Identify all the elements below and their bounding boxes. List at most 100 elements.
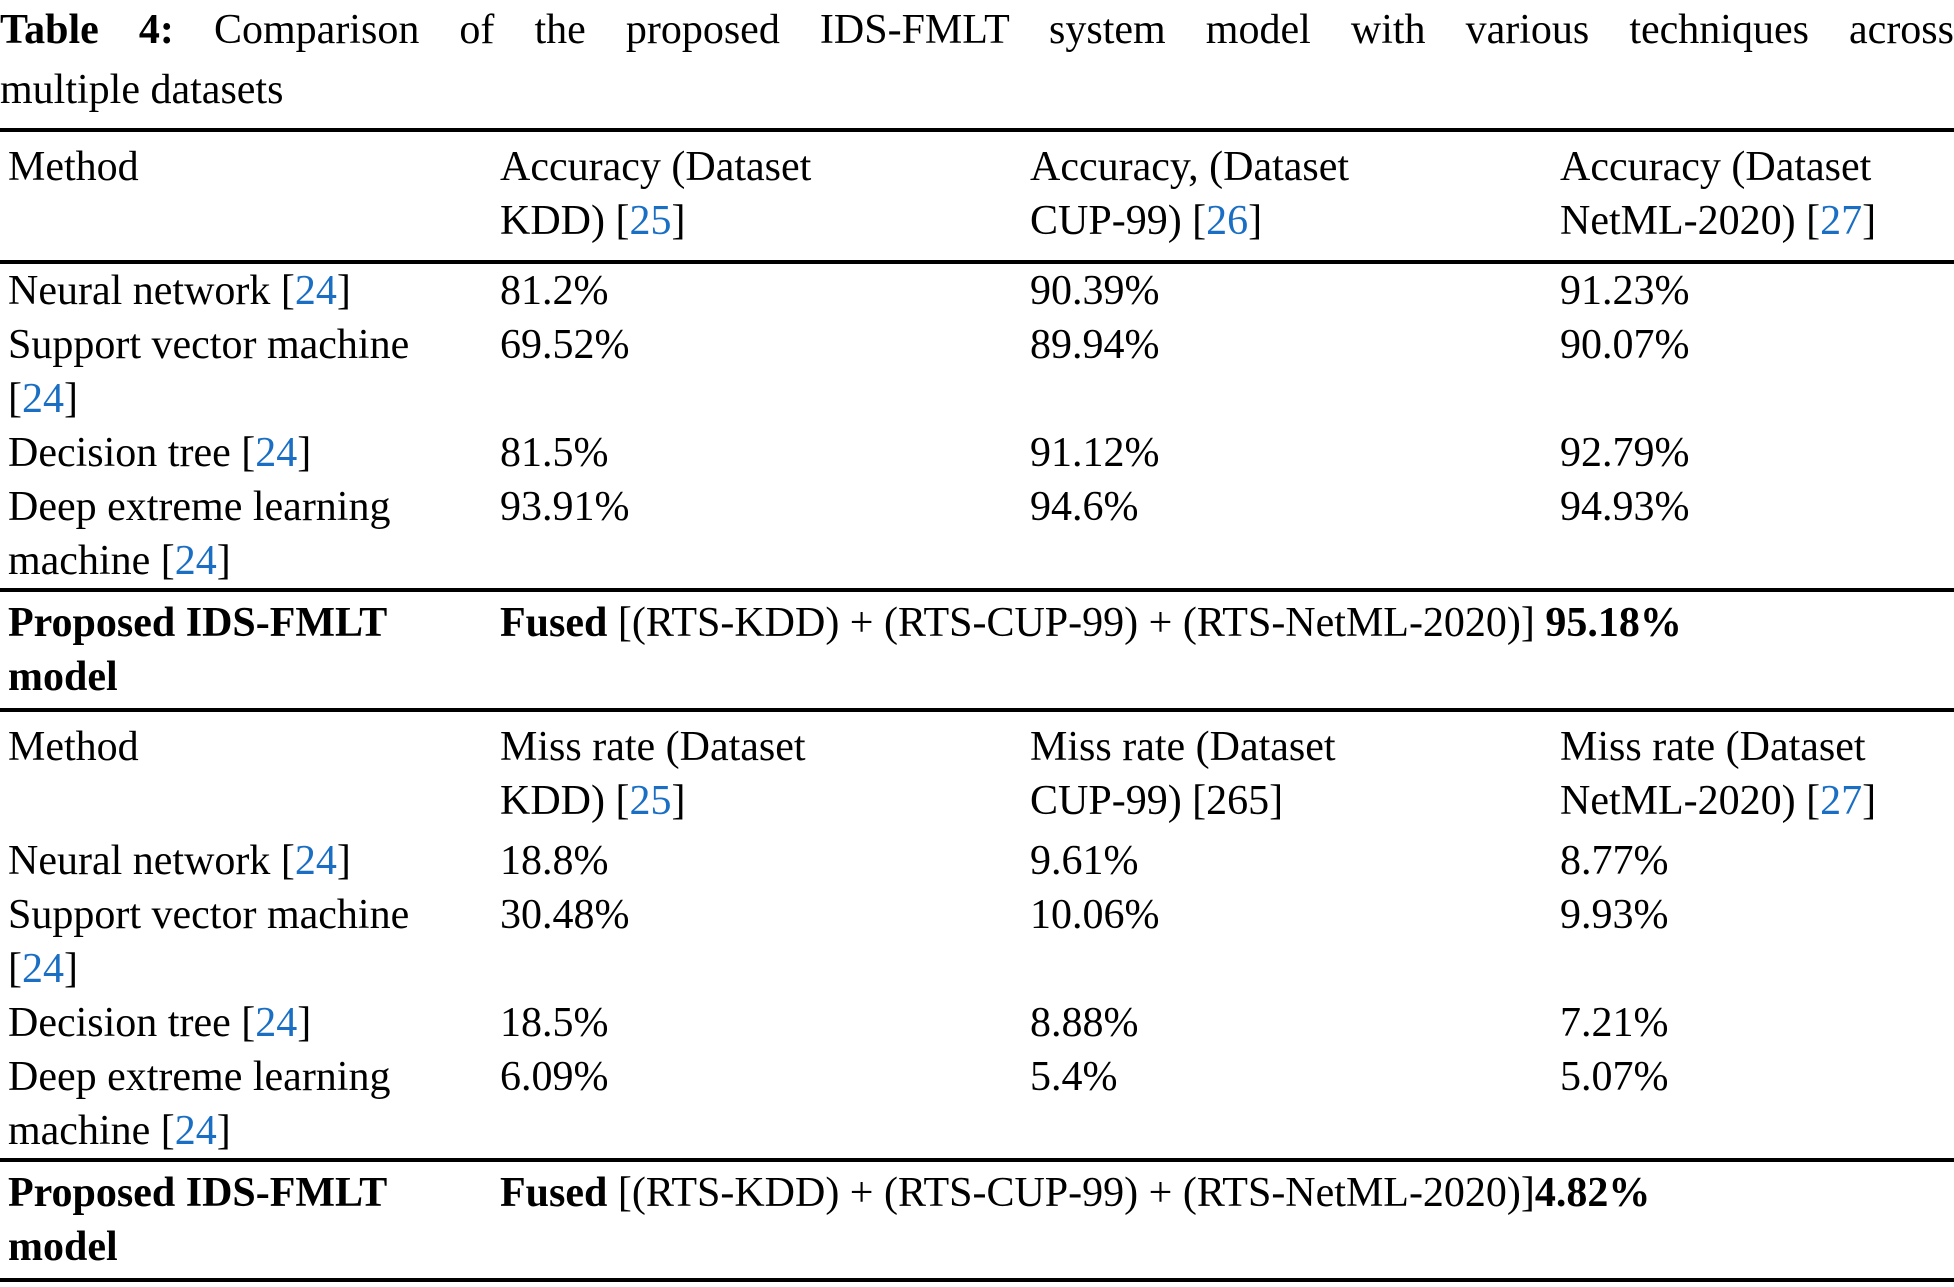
kdd-value-cell: 18.8% — [500, 838, 609, 884]
text-run: ] — [297, 430, 312, 476]
text-run: [ — [8, 376, 22, 422]
text-run: CUP-99) [ — [1030, 198, 1207, 244]
kdd-value-cell: 81.5% — [500, 430, 609, 476]
miss-rate-cup99-header-cell: Miss rate (Dataset CUP-99) [265] — [1030, 710, 1560, 834]
text-run: model — [8, 654, 118, 700]
text-run: Miss rate (Dataset — [1560, 724, 1866, 770]
text-run: Fused — [500, 600, 618, 646]
method-cell: Deep extreme learning machine [24] — [0, 480, 500, 590]
citation-link[interactable]: 24 — [255, 1000, 298, 1046]
citation-link[interactable]: 25 — [629, 778, 672, 824]
table-row: Decision tree [24] 81.5% 91.12% 92.79% — [0, 426, 1954, 480]
proposed-row: Proposed IDS-FMLT model Fused [(RTS-KDD) … — [0, 590, 1954, 710]
text-run: Fused — [500, 1170, 618, 1216]
proposed-method-cell: Proposed IDS-FMLT model — [0, 590, 500, 710]
kdd-value-cell: 18.5% — [500, 1000, 609, 1046]
citation-link[interactable]: 24 — [294, 268, 337, 314]
citation-link[interactable]: 27 — [1820, 778, 1863, 824]
text-run: ] — [671, 198, 686, 244]
table-row: Neural network [24] 81.2% 90.39% 91.23% — [0, 262, 1954, 318]
text-run: Decision tree [ — [8, 1000, 256, 1046]
text-run: Proposed IDS-FMLT — [8, 1170, 388, 1216]
proposed-fused-value-cell: Fused [(RTS-KDD) + (RTS-CUP-99) + (RTS-N… — [500, 590, 1954, 710]
netml-value-cell: 5.07% — [1560, 1054, 1669, 1100]
citation-link[interactable]: 24 — [174, 538, 217, 584]
text-run: [ — [8, 946, 22, 992]
netml-value-cell: 7.21% — [1560, 1000, 1669, 1046]
text-run: Proposed IDS-FMLT — [8, 600, 388, 646]
method-header-cell: Method — [8, 724, 139, 770]
citation-link[interactable]: 27 — [1820, 198, 1863, 244]
text-run: KDD) [ — [500, 198, 630, 244]
text-run: [(RTS-KDD) + (RTS-CUP-99) + (RTS-NetML-2… — [617, 600, 1546, 646]
citation-link[interactable]: 24 — [22, 946, 64, 992]
accuracy-kdd-header-cell: Accuracy (Dataset KDD) [25] — [500, 130, 1030, 262]
text-run: Miss rate (Dataset — [500, 724, 806, 770]
citation-link[interactable]: 24 — [294, 838, 337, 884]
text-run: model — [8, 1224, 118, 1270]
method-cell: Support vector machine [24] — [0, 318, 500, 426]
kdd-value-cell: 81.2% — [500, 268, 609, 314]
text-run: Support vector machine — [8, 892, 410, 938]
accuracy-cup99-header-cell: Accuracy, (Dataset CUP-99) [26] — [1030, 130, 1560, 262]
miss-rate-header-section: Method Miss rate (Dataset KDD) [25] Miss … — [0, 710, 1954, 834]
method-header-cell: Method — [8, 144, 139, 190]
cup99-value-cell: 90.39% — [1030, 268, 1160, 314]
text-run: CUP-99) [265] — [1030, 778, 1284, 824]
text-run: 95.18% — [1545, 600, 1682, 646]
text-run: ] — [671, 778, 686, 824]
table-caption: Table 4: Comparison of the proposed IDS-… — [0, 0, 1954, 120]
text-run: NetML-2020) [ — [1560, 198, 1821, 244]
netml-value-cell: 91.23% — [1560, 268, 1690, 314]
cup99-value-cell: 9.61% — [1030, 838, 1139, 884]
miss-rate-body-section: Neural network [24] 18.8% 9.61% 8.77% Su… — [0, 834, 1954, 1160]
text-run: Accuracy, (Dataset — [1030, 144, 1350, 190]
text-run: ] — [1862, 778, 1877, 824]
citation-link[interactable]: 24 — [255, 430, 298, 476]
text-run: Table 4: — [0, 7, 174, 53]
table-row: Support vector machine [24] 69.52% 89.94%… — [0, 318, 1954, 426]
text-run: ] — [336, 838, 351, 884]
text-run: Accuracy (Dataset — [1560, 144, 1872, 190]
proposed-fused-value-cell: Fused [(RTS-KDD) + (RTS-CUP-99) + (RTS-N… — [500, 1160, 1954, 1280]
text-run: machine [ — [8, 1108, 175, 1154]
cup99-value-cell: 94.6% — [1030, 484, 1139, 530]
method-cell: Decision tree [24] — [0, 426, 500, 480]
cup99-value-cell: 8.88% — [1030, 1000, 1139, 1046]
text-run: Accuracy (Dataset — [500, 144, 812, 190]
text-run: ] — [297, 1000, 312, 1046]
cup99-value-cell: 5.4% — [1030, 1054, 1118, 1100]
text-run: ] — [336, 268, 351, 314]
citation-link[interactable]: 25 — [629, 198, 672, 244]
kdd-value-cell: 69.52% — [500, 322, 630, 368]
accuracy-proposed-section: Proposed IDS-FMLT model Fused [(RTS-KDD) … — [0, 590, 1954, 710]
accuracy-body-section: Neural network [24] 81.2% 90.39% 91.23% … — [0, 262, 1954, 590]
text-run: Deep extreme learning — [8, 484, 391, 530]
citation-link[interactable]: 24 — [22, 376, 64, 422]
caption-line-1: Table 4: Comparison of the proposed IDS-… — [0, 0, 1954, 60]
cup99-value-cell: 91.12% — [1030, 430, 1160, 476]
kdd-value-cell: 6.09% — [500, 1054, 609, 1100]
method-cell: Deep extreme learning machine [24] — [0, 1050, 500, 1160]
netml-value-cell: 94.93% — [1560, 484, 1690, 530]
miss-rate-header-row: Method Miss rate (Dataset KDD) [25] Miss … — [0, 710, 1954, 834]
miss-rate-proposed-section: Proposed IDS-FMLT model Fused [(RTS-KDD) … — [0, 1160, 1954, 1280]
cup99-value-cell: 10.06% — [1030, 892, 1160, 938]
text-run: Support vector machine — [8, 322, 410, 368]
citation-link[interactable]: 26 — [1206, 198, 1249, 244]
table-row: Deep extreme learning machine [24] 93.91%… — [0, 480, 1954, 590]
netml-value-cell: 9.93% — [1560, 892, 1669, 938]
cup99-value-cell: 89.94% — [1030, 322, 1160, 368]
table-row: Support vector machine [24] 30.48% 10.06%… — [0, 888, 1954, 996]
text-run: Comparison of the proposed IDS-FMLT syst… — [173, 7, 1954, 53]
text-run: [(RTS-KDD) + (RTS-CUP-99) + (RTS-NetML-2… — [617, 1170, 1535, 1216]
accuracy-header-section: Method Accuracy (Dataset KDD) [25] Accura… — [0, 130, 1954, 262]
table-row: Neural network [24] 18.8% 9.61% 8.77% — [0, 834, 1954, 888]
citation-link[interactable]: 24 — [174, 1108, 217, 1154]
method-cell: Decision tree [24] — [0, 996, 500, 1050]
netml-value-cell: 90.07% — [1560, 322, 1690, 368]
miss-rate-kdd-header-cell: Miss rate (Dataset KDD) [25] — [500, 710, 1030, 834]
text-run: Decision tree [ — [8, 430, 256, 476]
text-run: ] — [1248, 198, 1263, 244]
text-run: ] — [216, 1108, 231, 1154]
